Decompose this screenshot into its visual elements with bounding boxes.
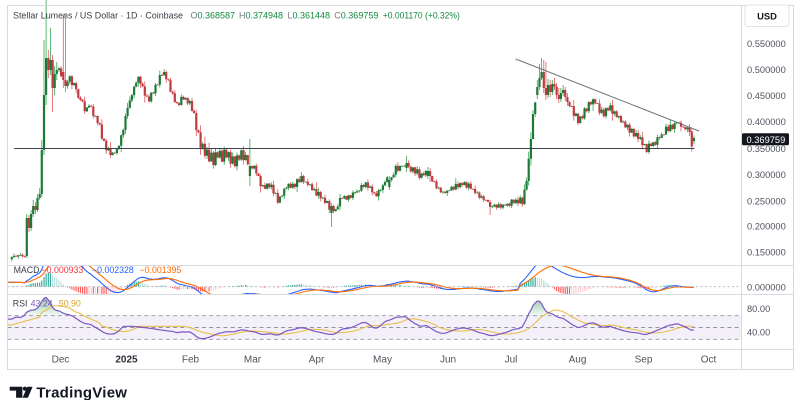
svg-text:0.400000: 0.400000 — [747, 117, 786, 127]
svg-text:H0.374948: H0.374948 — [239, 11, 283, 21]
svg-text:Apr: Apr — [309, 355, 325, 366]
svg-text:80.00: 80.00 — [747, 304, 770, 314]
svg-text:−0.002328: −0.002328 — [92, 265, 134, 275]
svg-text:−0.000933: −0.000933 — [42, 265, 84, 275]
svg-text:0.550000: 0.550000 — [747, 39, 786, 49]
svg-text:+0.001170 (+0.32%): +0.001170 (+0.32%) — [383, 11, 460, 21]
svg-text:Mar: Mar — [244, 355, 262, 366]
svg-text:0.000000: 0.000000 — [747, 283, 786, 293]
svg-text:0.250000: 0.250000 — [747, 196, 786, 206]
svg-text:0.350000: 0.350000 — [747, 144, 786, 154]
svg-text:O0.368587: O0.368587 — [191, 11, 236, 21]
svg-text:0.150000: 0.150000 — [747, 247, 786, 257]
svg-text:43.24: 43.24 — [31, 298, 53, 308]
svg-text:Jul: Jul — [505, 355, 518, 366]
svg-text:Jun: Jun — [440, 355, 456, 366]
svg-text:50.90: 50.90 — [59, 298, 81, 308]
svg-text:0.300000: 0.300000 — [747, 170, 786, 180]
svg-text:RSI: RSI — [13, 298, 28, 308]
svg-text:Aug: Aug — [569, 355, 587, 366]
svg-text:Oct: Oct — [701, 355, 717, 366]
svg-text:C0.369759: C0.369759 — [334, 11, 378, 21]
svg-text:Sep: Sep — [635, 355, 653, 366]
svg-text:0.200000: 0.200000 — [747, 222, 786, 232]
svg-text:L0.361448: L0.361448 — [288, 11, 331, 21]
svg-text:0.500000: 0.500000 — [747, 65, 786, 75]
svg-text:0.450000: 0.450000 — [747, 91, 786, 101]
svg-text:2025: 2025 — [115, 355, 138, 366]
svg-text:40.00: 40.00 — [747, 328, 770, 338]
svg-text:Dec: Dec — [52, 355, 70, 366]
svg-text:Stellar Lumens / US Dollar · 1: Stellar Lumens / US Dollar · 1D · Coinba… — [13, 11, 183, 22]
svg-text:USD: USD — [757, 10, 777, 21]
svg-text:May: May — [373, 355, 392, 366]
svg-text:−0.001395: −0.001395 — [140, 265, 182, 275]
svg-text:0.369759: 0.369759 — [747, 135, 786, 145]
svg-text:MACD: MACD — [14, 265, 40, 275]
svg-text:Feb: Feb — [182, 355, 200, 366]
svg-text:TradingView: TradingView — [36, 385, 127, 400]
